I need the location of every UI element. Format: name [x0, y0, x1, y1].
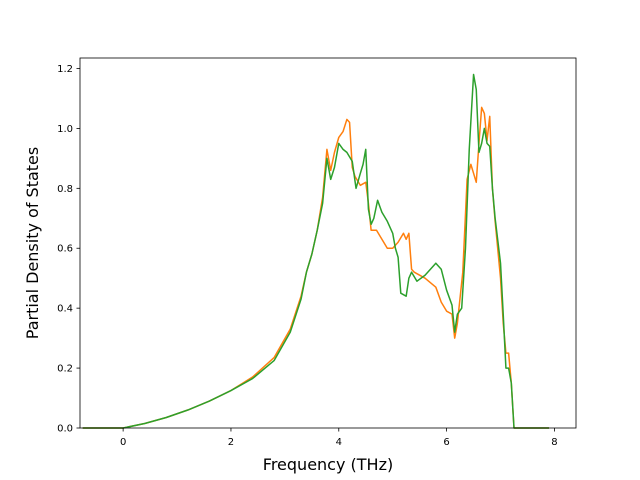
series-layer [82, 73, 550, 429]
x-axis: 0 2 4 6 8 [120, 428, 558, 448]
x-tick-label: 2 [228, 437, 234, 448]
y-tick-label: 1.0 [57, 124, 73, 135]
y-axis: 0.0 0.2 0.4 0.6 0.8 1.0 1.2 [57, 64, 80, 435]
y-axis-label: Partial Density of States [23, 147, 42, 339]
plot-frame [79, 57, 577, 429]
x-tick-label: 4 [336, 437, 342, 448]
x-axis-label: Frequency (THz) [263, 455, 393, 474]
y-tick-label: 0.4 [57, 304, 73, 315]
y-tick-label: 0.2 [57, 364, 73, 375]
x-tick-label: 8 [551, 437, 557, 448]
y-tick-label: 0.6 [57, 244, 73, 255]
y-tick-label: 0.8 [57, 184, 73, 195]
x-tick-label: 0 [120, 437, 126, 448]
x-tick-label: 6 [443, 437, 449, 448]
y-tick-label: 0.0 [57, 424, 73, 435]
y-tick-label: 1.2 [57, 64, 73, 75]
series-line-2 [82, 73, 550, 429]
